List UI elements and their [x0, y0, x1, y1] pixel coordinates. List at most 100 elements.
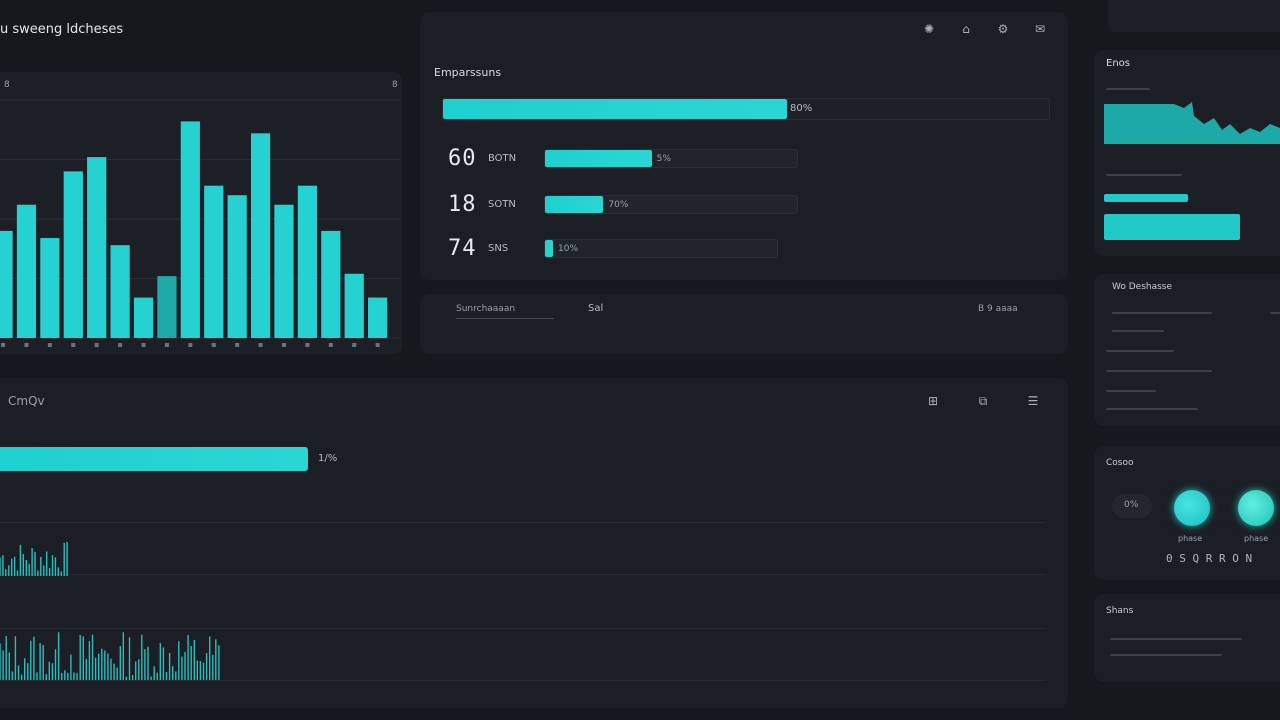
- metric-progress-fill: [545, 196, 604, 213]
- metric-number: 74: [448, 236, 477, 261]
- wo-line: [1106, 390, 1156, 392]
- bar: [40, 238, 60, 338]
- bar: [321, 230, 341, 338]
- mini-area-chart: [1104, 102, 1280, 164]
- bar: [63, 171, 83, 338]
- cosoo-badge[interactable]: [1112, 494, 1152, 518]
- chart-corner-right: 8: [392, 80, 398, 90]
- cosoo-code: 0 S Q R R O N: [1166, 552, 1253, 565]
- cmqv-panel: CmQv ⊞ ⧉ ☰ 1/%: [0, 378, 1068, 708]
- metric-progress-label: 5%: [656, 154, 671, 164]
- bar: [227, 195, 247, 338]
- shans-line: [1110, 638, 1242, 640]
- sparkline-top: [0, 542, 68, 576]
- metric-unit: BOTN: [488, 153, 517, 164]
- x-tick: [164, 343, 169, 347]
- shans-panel: Shans: [1094, 594, 1280, 682]
- bar: [87, 157, 107, 338]
- metric-progress-fill: [545, 240, 553, 257]
- shans-title: Shans: [1106, 606, 1134, 616]
- x-tick: [188, 343, 193, 347]
- summary-strip: Sunrchaaaan Sal B 9 aaaa: [420, 294, 1068, 354]
- grid-icon[interactable]: ⊞: [927, 394, 939, 408]
- strip-divider: [456, 318, 554, 319]
- wo-line: [1270, 312, 1280, 314]
- x-tick: [328, 343, 333, 347]
- bottom-panel-title: CmQv: [8, 394, 45, 408]
- mini-area-mask: [1104, 144, 1280, 164]
- bar: [0, 230, 13, 338]
- cosoo-badge-label: 0%: [1124, 500, 1139, 510]
- shans-line: [1110, 654, 1222, 656]
- enos-bar-2: [1104, 214, 1240, 240]
- metric-number: 60: [448, 146, 477, 171]
- metric-unit: SOTN: [488, 199, 516, 210]
- wo-line: [1106, 370, 1212, 372]
- bar: [204, 185, 224, 338]
- metric-progress-label: 70%: [608, 200, 629, 210]
- sparkline-path: [0, 542, 68, 576]
- page-title: u sweeng ldcheses: [0, 22, 124, 37]
- gridline: [0, 628, 1046, 629]
- metric-progress-track: [544, 195, 798, 214]
- x-tick: [258, 343, 263, 347]
- cosoo-title: Cosoo: [1106, 458, 1134, 468]
- bar-chart: [0, 99, 400, 347]
- wo-deshasse-panel: Wo Deshasse: [1094, 274, 1280, 426]
- x-tick: [141, 343, 146, 347]
- metric-progress-track: [544, 239, 778, 258]
- wo-title: Wo Deshasse: [1112, 282, 1173, 292]
- metric-unit: SNS: [488, 243, 509, 254]
- main-progress-label: 80%: [790, 103, 813, 114]
- wo-line: [1106, 408, 1198, 410]
- bottom-progress-label: 1/%: [318, 453, 338, 464]
- bar: [157, 276, 177, 338]
- x-tick: [118, 343, 123, 347]
- sparkline-path: [0, 632, 220, 680]
- metric-progress-track: [544, 149, 798, 168]
- bar: [344, 273, 364, 338]
- top-right-strip: [1108, 0, 1280, 32]
- chart-corner-left: 8: [4, 80, 10, 90]
- main-progress-fill: [443, 99, 787, 119]
- status-dot-2: [1238, 490, 1274, 526]
- dot-label-1: phase: [1178, 534, 1203, 543]
- bar: [250, 133, 271, 338]
- bar: [274, 204, 294, 338]
- enos-bar-1: [1104, 194, 1188, 202]
- x-tick: [352, 343, 357, 347]
- metric-progress-label: 10%: [558, 244, 579, 254]
- dot-label-2: phase: [1244, 534, 1269, 543]
- strip-right-text: B 9 aaaa: [978, 304, 1018, 314]
- enos-panel: Enos: [1094, 50, 1280, 256]
- brain-icon[interactable]: ✺: [923, 22, 935, 36]
- panel-title: Emparssuns: [434, 66, 502, 79]
- gridline: [0, 522, 1046, 523]
- x-tick: [24, 343, 29, 347]
- bar: [16, 204, 37, 338]
- x-tick: [211, 343, 216, 347]
- bar: [297, 185, 317, 338]
- gridline: [0, 680, 1046, 681]
- user-icon[interactable]: ⌂: [962, 22, 970, 36]
- metric-number: 18: [448, 192, 477, 217]
- bar: [110, 245, 130, 338]
- enos-line: [1106, 174, 1182, 176]
- bar: [368, 297, 388, 338]
- x-tick: [281, 343, 286, 347]
- bar-chart-panel: 8 8: [0, 72, 402, 354]
- layers-icon[interactable]: ⧉: [978, 393, 988, 408]
- mail-icon[interactable]: ✉: [1034, 22, 1046, 36]
- settings-icon[interactable]: ⚙: [997, 22, 1009, 36]
- x-tick: [1, 343, 6, 347]
- enos-line: [1106, 88, 1150, 90]
- gridline: [0, 574, 1046, 575]
- strip-left-text: Sunrchaaaan: [456, 304, 516, 314]
- main-progress-track: [442, 98, 1050, 120]
- x-tick: [235, 343, 240, 347]
- menu-icon[interactable]: ☰: [1027, 394, 1039, 408]
- x-tick: [94, 343, 99, 347]
- sparkline-bottom: [0, 632, 220, 680]
- wo-line: [1112, 330, 1164, 332]
- bar: [133, 297, 154, 338]
